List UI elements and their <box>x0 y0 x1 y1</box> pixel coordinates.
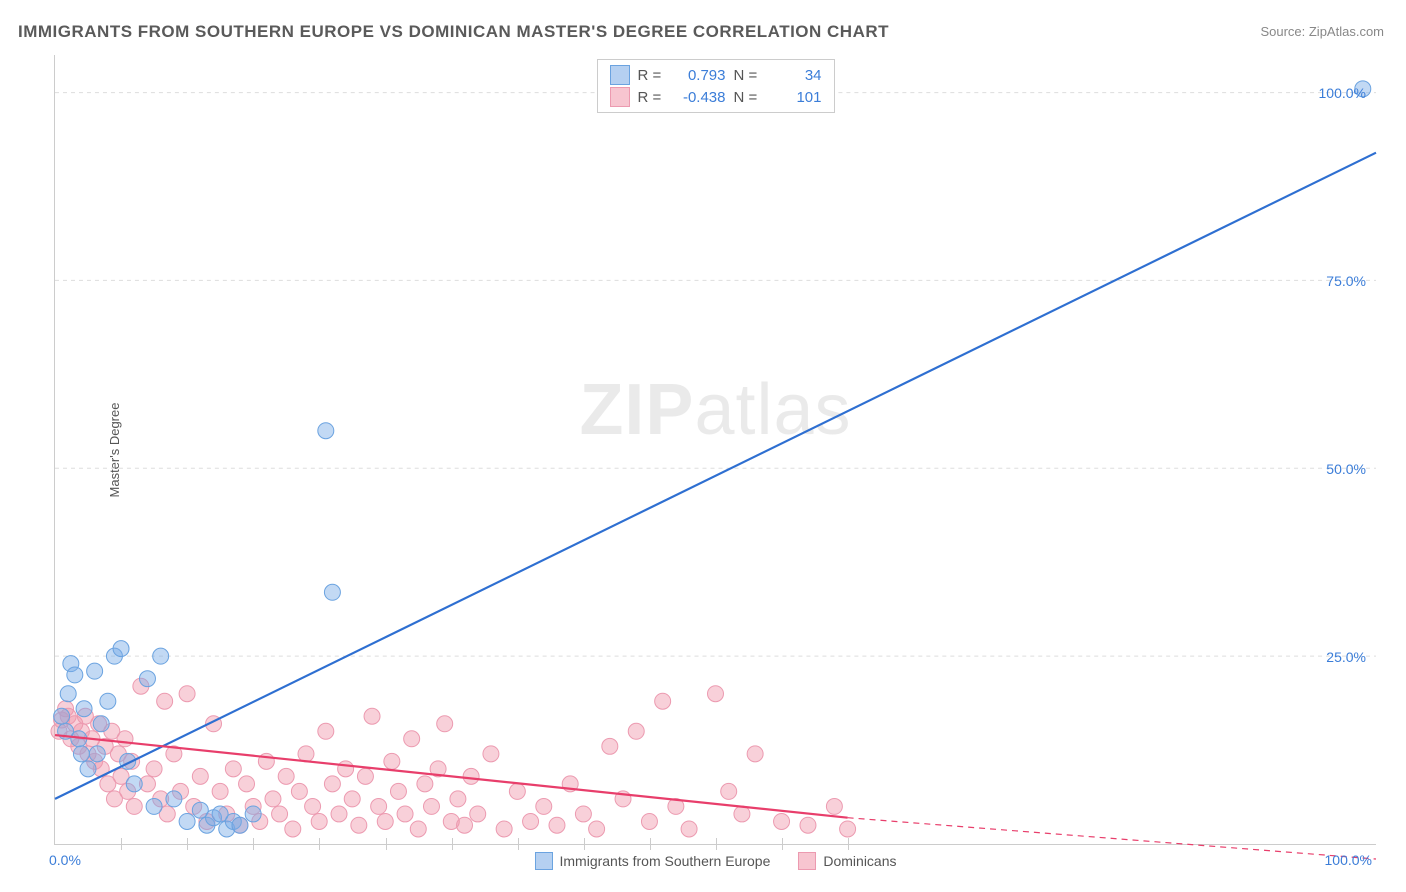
swatch-blue-icon <box>534 852 552 870</box>
y-tick-label: 25.0% <box>1326 649 1366 665</box>
r-label: R = <box>638 89 664 106</box>
r-value-blue: 0.793 <box>672 67 726 84</box>
plot-svg <box>55 55 1376 844</box>
legend-item-immigrants: Immigrants from Southern Europe <box>534 852 770 870</box>
legend-label-immigrants: Immigrants from Southern Europe <box>559 853 770 869</box>
source-attribution: Source: ZipAtlas.com <box>1260 24 1384 39</box>
x-tick-mark <box>782 838 783 850</box>
stats-row-pink: R = -0.438 N = 101 <box>610 86 822 108</box>
x-tick-mark <box>253 838 254 850</box>
stats-legend: R = 0.793 N = 34 R = -0.438 N = 101 <box>597 59 835 113</box>
y-tick-label: 75.0% <box>1326 273 1366 289</box>
swatch-pink-icon <box>798 852 816 870</box>
stats-row-blue: R = 0.793 N = 34 <box>610 64 822 86</box>
chart-title: IMMIGRANTS FROM SOUTHERN EUROPE VS DOMIN… <box>18 22 889 42</box>
x-tick-mark <box>650 838 651 850</box>
x-tick-mark <box>518 838 519 850</box>
x-tick-mark <box>319 838 320 850</box>
x-tick-mark <box>121 838 122 850</box>
n-label: N = <box>734 67 760 84</box>
x-tick-mark <box>452 838 453 850</box>
chart-area: Master's Degree ZIPatlas 25.0%50.0%75.0%… <box>54 55 1376 845</box>
x-tick-mark <box>187 838 188 850</box>
x-tick-mark <box>386 838 387 850</box>
n-value-blue: 34 <box>768 67 822 84</box>
swatch-blue-icon <box>610 65 630 85</box>
legend-item-dominicans: Dominicans <box>798 852 896 870</box>
r-label: R = <box>638 67 664 84</box>
swatch-pink-icon <box>610 87 630 107</box>
y-tick-label: 100.0% <box>1319 85 1366 101</box>
x-tick-0: 0.0% <box>49 852 81 868</box>
n-label: N = <box>734 89 760 106</box>
legend-label-dominicans: Dominicans <box>823 853 896 869</box>
x-tick-mark <box>584 838 585 850</box>
n-value-pink: 101 <box>768 89 822 106</box>
x-tick-mark <box>848 838 849 850</box>
x-tick-mark <box>716 838 717 850</box>
r-value-pink: -0.438 <box>672 89 726 106</box>
y-tick-label: 50.0% <box>1326 461 1366 477</box>
series-legend: Immigrants from Southern Europe Dominica… <box>534 852 896 870</box>
x-tick-100: 100.0% <box>1325 852 1372 868</box>
